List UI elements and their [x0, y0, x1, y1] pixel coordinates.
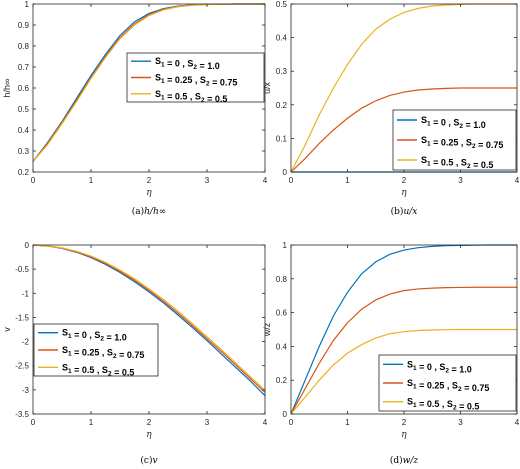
y-tick-label: -0.5	[15, 265, 29, 274]
x-tick-label: 0	[31, 418, 36, 427]
legend-label-1: S1 = 0.25 , S2 = 0.75	[62, 345, 144, 360]
x-tick-label: 2	[147, 176, 152, 185]
legend: S1 = 0 , S2 = 1.0 S1 = 0.25 , S2 = 0.75 S1…	[392, 109, 517, 171]
y-axis-label: w/z	[262, 322, 272, 337]
y-tick-label: 1	[25, 0, 30, 9]
x-tick-label: 2	[147, 418, 152, 427]
x-tick-label: 1	[345, 176, 350, 185]
x-tick-label: 3	[205, 176, 210, 185]
legend-label-0: S1 = 0 , S2 = 1.0	[155, 56, 220, 71]
legend-label-1: S1 = 0.25 , S2 = 0.75	[407, 378, 489, 393]
series-line-1	[290, 87, 517, 173]
caption-2: (c)v	[140, 455, 157, 466]
chart-panel-0: 0 1 2 3 4 0.2 0.3 0.4 0.5 0.6 0.7 0.8 0.9 1 η h/h∞ S1 = …	[2, 0, 268, 198]
chart-panel-1: 0 1 2 3 4 0 0.1 0.2 0.3 0.4 0.5 η u/x S1 = 0 , S2 = 1…	[262, 0, 520, 198]
x-tick-label: 4	[263, 418, 268, 427]
caption-0: (a)h/h∞	[132, 206, 167, 217]
legend-label-1: S1 = 0.25 , S2 = 0.75	[155, 73, 237, 88]
y-axis-label: v	[2, 327, 12, 332]
y-axis-label: u/x	[262, 82, 272, 95]
legend: S1 = 0 , S2 = 1.0 S1 = 0.25 , S2 = 0.75 S1…	[33, 323, 159, 377]
legend-label-2: S1 = 0.5 , S2 = 0.5	[407, 397, 479, 412]
x-tick-label: 1	[89, 418, 94, 427]
y-tick-label: 0.7	[18, 63, 30, 72]
y-tick-label: 0.1	[276, 134, 288, 143]
y-tick-label: 0.2	[276, 101, 288, 110]
y-tick-label: 0.9	[18, 21, 30, 30]
y-tick-label: 0.4	[276, 342, 288, 351]
y-tick-label: 0.5	[18, 105, 30, 114]
legend-label-0: S1 = 0 , S2 = 1.0	[421, 115, 486, 130]
y-tick-label: 0	[25, 241, 30, 250]
chart-panel-3: 0 1 2 3 4 0 0.2 0.4 0.6 0.8 1 η w/z S1 = 0 , S2 = 1.0…	[262, 241, 520, 440]
y-tick-label: 0.8	[18, 42, 30, 51]
series-line-1	[290, 286, 517, 415]
y-tick-label: -3.5	[15, 410, 29, 419]
legend-label-0: S1 = 0 , S2 = 1.0	[62, 328, 127, 343]
legend-label-1: S1 = 0.25 , S2 = 0.75	[421, 135, 503, 150]
x-tick-label: 3	[458, 176, 463, 185]
caption-1: (b)u/x	[391, 206, 418, 217]
y-axis-label: h/h∞	[2, 79, 12, 98]
y-tick-label: 0.8	[276, 275, 288, 284]
y-tick-label: 0.2	[18, 168, 30, 177]
y-tick-label: -1.5	[15, 313, 29, 322]
y-tick-label: -3	[22, 386, 30, 395]
y-tick-label: 0.5	[276, 0, 288, 9]
x-axis-label: η	[146, 188, 152, 198]
legend: S1 = 0 , S2 = 1.0 S1 = 0.25 , S2 = 0.75 S1…	[378, 354, 517, 412]
x-tick-label: 4	[515, 418, 520, 427]
y-tick-label: 0.4	[18, 126, 30, 135]
y-tick-label: 0.2	[276, 376, 288, 385]
x-tick-label: 3	[205, 418, 210, 427]
series-line-2	[32, 244, 266, 391]
x-tick-label: 2	[402, 176, 407, 185]
y-tick-label: -2.5	[15, 362, 29, 371]
legend-label-2: S1 = 0.5 , S2 = 0.5	[155, 89, 227, 104]
x-tick-label: 3	[458, 418, 463, 427]
legend-label-0: S1 = 0 , S2 = 1.0	[407, 359, 472, 374]
legend-label-2: S1 = 0.5 , S2 = 0.5	[421, 155, 493, 170]
y-tick-label: -1	[22, 289, 30, 298]
x-tick-label: 0	[31, 176, 36, 185]
y-tick-label: 0.3	[18, 147, 30, 156]
x-tick-label: 2	[402, 418, 407, 427]
x-tick-label: 0	[289, 176, 294, 185]
legend-label-2: S1 = 0.5 , S2 = 0.5	[62, 362, 134, 377]
legend: S1 = 0 , S2 = 1.0 S1 = 0.25 , S2 = 0.75S1…	[126, 52, 265, 104]
y-tick-label: 0	[283, 410, 288, 419]
chart-panel-2: 0 1 2 3 4 -3.5 -3 -2.5 -2 -1.5 -1 -0.5 0 η v S1 = 0 , S…	[2, 241, 268, 440]
caption-3: (d)w/z	[390, 455, 419, 466]
x-axis-label: η	[401, 188, 407, 198]
y-tick-label: 0.6	[276, 309, 288, 318]
x-tick-label: 1	[89, 176, 94, 185]
y-tick-label: 0.4	[276, 34, 288, 43]
x-tick-label: 1	[345, 418, 350, 427]
y-tick-label: 0.3	[276, 67, 288, 76]
y-tick-label: 0.6	[18, 84, 30, 93]
y-tick-label: 0	[283, 168, 288, 177]
x-tick-label: 4	[515, 176, 520, 185]
y-tick-label: -2	[22, 338, 30, 347]
x-tick-label: 0	[289, 418, 294, 427]
x-axis-label: η	[401, 430, 407, 440]
x-tick-label: 4	[263, 176, 268, 185]
x-axis-label: η	[146, 430, 152, 440]
y-tick-label: 1	[283, 241, 288, 250]
series-line-2	[290, 328, 517, 415]
